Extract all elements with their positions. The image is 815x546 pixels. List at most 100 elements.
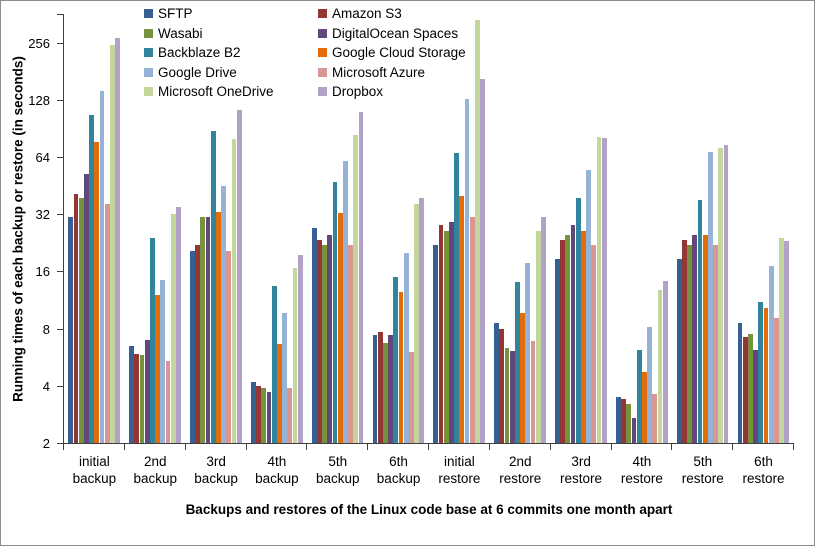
bar-amazon-s3-initial-restore <box>438 225 444 443</box>
y-tick-label-32: 32 <box>35 207 50 222</box>
bar-sftp-4th-restore <box>615 396 621 443</box>
bar-google-cloud-storage-2nd-backup <box>155 295 161 443</box>
bar-backblaze-b2-3rd-backup <box>210 130 216 443</box>
x-tick <box>793 444 794 450</box>
legend-label: Amazon S3 <box>332 6 402 21</box>
bar-digitalocean-spaces-6th-backup <box>388 335 393 443</box>
bar-wasabi-initial-backup <box>78 197 84 443</box>
bar-microsoft-azure-initial-backup <box>104 204 110 443</box>
bar-wasabi-3rd-restore <box>565 234 571 443</box>
category-label-2nd-restore: 2nd restore <box>499 454 542 486</box>
category-label-5th-restore: 5th restore <box>681 454 724 486</box>
bar-backblaze-b2-4th-backup <box>271 286 277 443</box>
category-label-initial-restore: initial restore <box>438 454 481 486</box>
legend-swatch-icon <box>144 87 153 96</box>
bar-microsoft-azure-2nd-backup <box>165 361 171 443</box>
category-label-4th-backup: 4th backup <box>255 454 299 486</box>
bar-backblaze-b2-4th-restore <box>636 349 642 443</box>
bar-google-drive-initial-backup <box>99 91 105 443</box>
category-label-6th-restore: 6th restore <box>742 454 785 486</box>
bar-amazon-s3-5th-backup <box>316 239 322 443</box>
bar-amazon-s3-6th-restore <box>742 337 748 443</box>
bar-wasabi-initial-restore <box>443 231 449 443</box>
bar-dropbox-3rd-restore <box>601 137 607 443</box>
bar-dropbox-5th-restore <box>723 145 729 443</box>
bar-microsoft-azure-4th-restore <box>652 394 658 443</box>
bar-microsoft-onedrive-initial-restore <box>475 20 480 443</box>
bar-digitalocean-spaces-3rd-backup <box>205 216 211 443</box>
bar-google-cloud-storage-4th-restore <box>641 372 647 443</box>
bar-dropbox-3rd-backup <box>236 110 242 443</box>
bar-microsoft-onedrive-6th-backup <box>414 204 419 443</box>
bar-wasabi-3rd-backup <box>200 216 206 443</box>
bar-microsoft-azure-3rd-backup <box>226 250 232 443</box>
legend-label: Microsoft Azure <box>332 64 426 80</box>
bar-microsoft-onedrive-6th-restore <box>779 237 784 443</box>
y-tick <box>57 100 63 101</box>
bar-wasabi-5th-backup <box>322 245 327 443</box>
bar-google-cloud-storage-6th-restore <box>763 307 769 443</box>
bar-digitalocean-spaces-2nd-restore <box>509 350 515 443</box>
bar-google-cloud-storage-3rd-backup <box>216 211 221 443</box>
legend-label: SFTP <box>158 6 193 21</box>
bar-dropbox-6th-backup <box>419 197 425 443</box>
bar-microsoft-onedrive-initial-backup <box>110 44 115 443</box>
legend-swatch-icon <box>318 48 327 57</box>
y-tick-label-128: 128 <box>28 93 50 108</box>
bar-microsoft-onedrive-5th-backup <box>353 134 359 443</box>
x-tick <box>428 444 429 450</box>
bar-google-drive-2nd-backup <box>160 279 166 443</box>
bar-dropbox-4th-restore <box>662 281 668 443</box>
bar-backblaze-b2-initial-backup <box>89 114 94 443</box>
bar-sftp-3rd-restore <box>555 259 560 443</box>
bar-google-drive-4th-restore <box>647 326 652 443</box>
bar-amazon-s3-2nd-backup <box>134 353 140 443</box>
bar-sftp-initial-restore <box>433 245 439 443</box>
x-axis-line <box>63 443 794 444</box>
bar-amazon-s3-initial-backup <box>73 193 79 443</box>
bar-amazon-s3-3rd-restore <box>560 239 566 443</box>
bar-dropbox-initial-restore <box>480 78 486 443</box>
bar-microsoft-onedrive-4th-restore <box>657 289 663 443</box>
bar-digitalocean-spaces-5th-backup <box>327 234 333 443</box>
y-tick <box>57 443 63 444</box>
bar-google-cloud-storage-5th-restore <box>702 234 708 443</box>
legend-label: DigitalOcean Spaces <box>332 25 459 41</box>
y-tick-label-64: 64 <box>35 150 50 165</box>
x-axis-title: Backups and restores of the Linux code b… <box>185 502 673 517</box>
bar-google-cloud-storage-initial-restore <box>459 195 465 443</box>
y-tick-label-8: 8 <box>42 322 50 337</box>
bar-sftp-2nd-restore <box>494 322 500 443</box>
bar-google-drive-6th-restore <box>768 266 774 443</box>
x-tick <box>306 444 307 450</box>
bar-sftp-initial-backup <box>68 216 74 443</box>
bar-microsoft-onedrive-2nd-backup <box>170 214 176 443</box>
bar-backblaze-b2-6th-restore <box>758 301 764 443</box>
y-tick-label-256: 256 <box>28 36 50 51</box>
bar-sftp-6th-backup <box>372 335 378 443</box>
y-tick <box>57 43 63 44</box>
legend-label: Backblaze B2 <box>158 45 241 60</box>
legend-swatch-icon <box>318 67 327 77</box>
bar-backblaze-b2-initial-restore <box>454 153 459 443</box>
bar-google-drive-5th-restore <box>707 151 713 443</box>
bar-google-cloud-storage-2nd-restore <box>520 312 526 443</box>
x-tick <box>671 444 672 450</box>
bar-dropbox-6th-restore <box>784 241 790 443</box>
bar-amazon-s3-4th-backup <box>256 385 261 443</box>
bar-wasabi-5th-restore <box>687 245 692 443</box>
bar-wasabi-6th-backup <box>382 343 388 443</box>
legend-label: Microsoft OneDrive <box>158 84 274 99</box>
bar-backblaze-b2-3rd-restore <box>575 197 581 443</box>
bar-wasabi-2nd-backup <box>139 355 145 443</box>
legend-label: Google Cloud Storage <box>332 45 466 60</box>
y-tick <box>57 386 63 387</box>
x-tick <box>63 444 64 450</box>
bar-amazon-s3-6th-backup <box>377 331 383 443</box>
x-tick <box>550 444 551 450</box>
legend-swatch-icon <box>144 28 153 38</box>
bar-dropbox-2nd-restore <box>541 216 546 443</box>
bar-microsoft-azure-initial-restore <box>469 216 475 443</box>
bar-wasabi-4th-restore <box>626 404 632 443</box>
